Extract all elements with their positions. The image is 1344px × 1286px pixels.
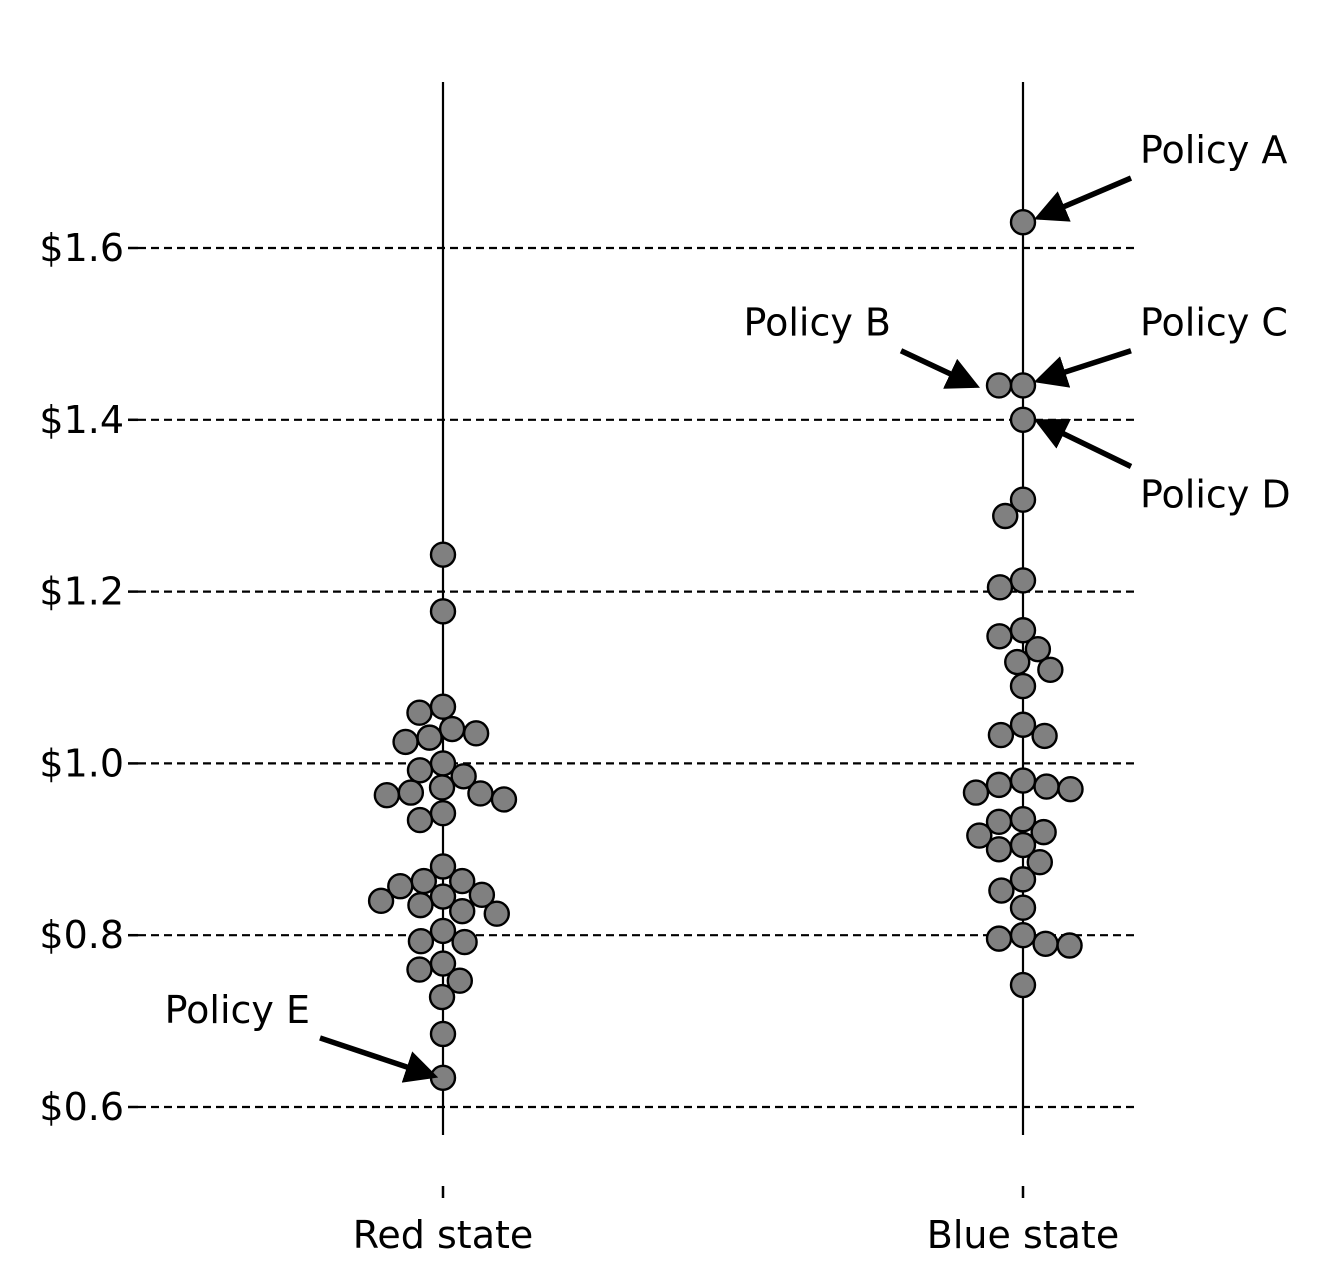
data-point	[985, 836, 1013, 863]
annotation-label: Policy D	[1140, 473, 1291, 517]
data-point	[406, 806, 434, 834]
data-point	[986, 623, 1013, 650]
annotation-arrow	[1033, 175, 1133, 222]
data-point	[397, 779, 425, 806]
data-point	[450, 763, 477, 790]
data-point	[1009, 866, 1037, 893]
annotation-arrow	[899, 348, 980, 389]
data-point	[429, 693, 457, 720]
data-point	[1026, 848, 1054, 876]
data-point	[1056, 932, 1083, 959]
data-point	[428, 774, 456, 801]
y-tick-label: $1.0	[39, 741, 124, 785]
annotation-arrow	[1034, 418, 1133, 470]
data-point	[449, 867, 476, 895]
data-point	[1009, 372, 1037, 399]
data-point	[985, 771, 1013, 799]
annotation-label: Policy A	[1140, 128, 1287, 172]
data-points	[367, 209, 1084, 1091]
data-point	[1030, 818, 1057, 846]
x-tick-label: Blue state	[927, 1213, 1119, 1257]
data-point	[1004, 648, 1031, 676]
annotation-label: Policy B	[744, 301, 891, 345]
data-point	[962, 779, 990, 806]
data-point	[1033, 773, 1060, 800]
data-point	[407, 891, 434, 919]
data-point	[429, 541, 457, 568]
data-point	[467, 780, 494, 807]
data-point	[986, 574, 1014, 601]
data-point	[446, 967, 473, 994]
data-point	[1031, 722, 1058, 750]
data-point	[406, 699, 433, 726]
data-point	[429, 917, 457, 945]
data-point	[407, 928, 435, 955]
data-point	[429, 800, 457, 827]
annotation-arrow	[319, 1035, 439, 1083]
data-point	[429, 1020, 457, 1048]
data-point	[416, 724, 443, 751]
data-point	[373, 781, 401, 809]
y-tick-label: $1.6	[39, 226, 124, 270]
data-point	[966, 822, 993, 849]
x-axis: Red state Blue state	[353, 1186, 1119, 1257]
data-point	[1032, 930, 1059, 957]
category-lines	[441, 82, 1025, 1135]
y-tick-label: $1.2	[39, 570, 124, 614]
data-point	[429, 853, 457, 880]
data-point	[462, 720, 490, 747]
data-point	[1057, 775, 1084, 803]
data-point	[1009, 486, 1037, 513]
annotation-label: Policy E	[165, 988, 310, 1032]
annotation-arrow	[1033, 348, 1132, 388]
data-point	[468, 881, 496, 909]
data-point	[429, 1064, 457, 1091]
data-point	[438, 715, 466, 743]
gridlines	[138, 246, 1138, 1109]
data-point	[1009, 922, 1037, 949]
data-point	[1009, 971, 1037, 999]
data-point	[1024, 635, 1052, 663]
data-point	[992, 502, 1019, 530]
annotation-label: Policy C	[1140, 301, 1288, 345]
data-point	[987, 721, 1015, 749]
data-point	[429, 883, 457, 910]
data-point	[449, 897, 476, 925]
data-point	[490, 786, 518, 813]
data-point	[1009, 711, 1037, 738]
x-tick-label: Red state	[353, 1213, 534, 1257]
data-point	[429, 598, 457, 625]
data-point	[1009, 672, 1037, 700]
data-point	[985, 808, 1013, 836]
data-point	[1009, 894, 1037, 921]
data-point	[988, 877, 1015, 904]
data-point	[1009, 567, 1037, 594]
data-point	[1037, 656, 1064, 683]
data-point	[392, 728, 419, 756]
data-point	[367, 887, 395, 915]
data-point	[451, 928, 478, 956]
data-point	[1009, 767, 1037, 794]
y-axis: $0.6 $0.8 $1.0 $1.2 $1.4 $1.6	[39, 226, 138, 1129]
y-tick-label: $0.6	[39, 1085, 124, 1129]
data-point	[406, 956, 433, 983]
data-point	[1009, 406, 1037, 433]
data-point	[406, 757, 434, 784]
y-tick-label: $0.8	[39, 913, 124, 957]
data-point	[483, 900, 510, 927]
y-tick-label: $1.4	[39, 398, 124, 442]
data-point	[985, 925, 1013, 952]
annotations: Policy A Policy B Policy C Policy D Policy E	[165, 128, 1291, 1083]
data-point	[428, 983, 456, 1011]
data-point	[387, 873, 414, 900]
data-point	[1009, 209, 1037, 236]
data-point	[985, 372, 1013, 399]
